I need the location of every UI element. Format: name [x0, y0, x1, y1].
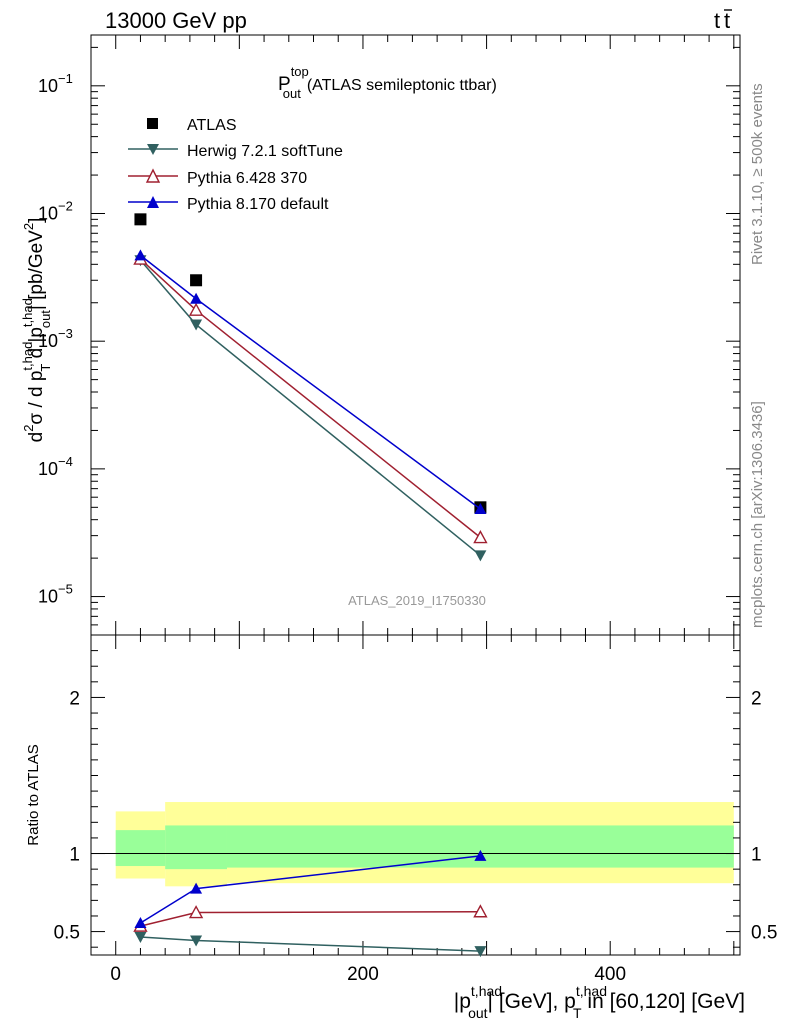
legend-marker-square: [147, 118, 158, 129]
y-tick-label-right: 0.5: [751, 923, 777, 944]
y-tick-label: 1: [69, 845, 80, 866]
data-marker-triangle-down: [474, 550, 487, 562]
y-tick-label: 10−5: [38, 582, 73, 607]
data-marker-triangle-up: [190, 882, 203, 894]
legend-label: Herwig 7.2.1 softTune: [187, 143, 343, 160]
data-marker-triangle-down: [190, 935, 203, 947]
process-tbar: t: [724, 8, 730, 33]
data-marker-triangle-up: [474, 849, 487, 861]
main-panel: 10−5 10−4 10−3 10−2 10−1 Ptop out (ATLAS semil…: [38, 34, 741, 636]
y-tick-label-right: 2: [751, 688, 762, 709]
legend-item-pythia8: Pythia 8.170 default: [128, 196, 329, 213]
legend-item-pythia6: Pythia 6.428 370: [128, 168, 307, 187]
y-tick-label: 10−2: [38, 198, 73, 223]
legend-item-atlas: ATLAS: [147, 117, 237, 134]
ratio-series-herwig-7-2-1-softtune: [134, 932, 487, 958]
series-line: [139, 254, 481, 510]
data-marker-triangle-up: [190, 292, 203, 304]
y-tick-label: 10−4: [38, 454, 73, 479]
main-minor-ticks: [91, 35, 740, 635]
x-tick-label: 400: [594, 964, 626, 985]
y-tick-label: 10−3: [38, 326, 73, 351]
main-series: [133, 213, 488, 562]
main-y-label: d2σ / d pt,had T d |pt,had out| [pb/GeV2]: [20, 218, 53, 443]
data-marker-triangle-up: [474, 503, 487, 515]
ratio-ticks: [91, 635, 740, 955]
rivet-label: Rivet 3.1.10, ≥ 500k events: [749, 83, 766, 265]
y-tick-label-right: 1: [751, 845, 762, 866]
x-tick-label: 200: [347, 964, 379, 985]
series-line: [139, 259, 481, 557]
data-marker-triangle-down: [474, 946, 487, 958]
x-axis-label: |pt,had out| [GeV], pt,had T in [60,120] […: [454, 983, 745, 1021]
ratio-series-pythia-8-170-default: [134, 849, 487, 928]
y-tick-label: 0.5: [54, 923, 80, 944]
ratio-uncertainty-bands: [115, 802, 734, 887]
band-green: [226, 825, 734, 868]
legend-label: Pythia 8.170 default: [187, 196, 329, 213]
legend-label: ATLAS: [187, 117, 237, 134]
legend-marker-triangle-up-open: [145, 168, 161, 183]
mcplots-label: mcplots.cern.ch [arXiv:1306.3436]: [749, 401, 766, 628]
analysis-label: ATLAS_2019_I1750330: [348, 593, 486, 608]
y-tick-label: 10−1: [38, 71, 73, 96]
ratio-y-tick-labels: 0.5 0.5 1 1 2 2: [54, 688, 778, 943]
plot-title: Ptop out (ATLAS semileptonic ttbar): [278, 64, 497, 101]
series-pythia-6-428-370: [133, 251, 488, 544]
series-line: [139, 258, 481, 539]
data-marker-square: [190, 274, 203, 287]
ratio-y-label: Ratio to ATLAS: [25, 744, 42, 845]
x-tick-label: 0: [110, 964, 121, 985]
data-marker-square: [134, 213, 147, 226]
y-tick-label: 2: [69, 688, 80, 709]
data-marker-triangle-up-open: [188, 905, 204, 919]
data-marker-triangle-up: [134, 249, 147, 261]
series-pythia-8-170-default: [134, 249, 487, 515]
legend-marker-triangle-down: [147, 144, 159, 155]
band-green: [115, 830, 166, 867]
data-marker-triangle-up-open: [473, 530, 488, 544]
ratio-frame: [90, 634, 741, 956]
process-t: t: [714, 8, 720, 33]
legend-item-herwig: Herwig 7.2.1 softTune: [128, 143, 343, 160]
legend: ATLAS Herwig 7.2.1 softTune Pythia 6.428…: [128, 117, 343, 213]
main-y-tick-labels: 10−5 10−4 10−3 10−2 10−1: [38, 71, 73, 607]
series-atlas: [134, 213, 487, 514]
data-marker-triangle-up-open: [188, 302, 204, 316]
ratio-series: [133, 849, 488, 958]
energy-label: 13000 GeV pp: [105, 8, 247, 33]
data-marker-triangle-down: [134, 932, 147, 944]
ratio-series-pythia-6-428-370: [133, 904, 488, 932]
band-green: [165, 825, 227, 870]
legend-label: Pythia 6.428 370: [187, 170, 307, 187]
ratio-panel: 0.5 0.5 1 1 2 2 0 200 400: [54, 634, 778, 985]
data-marker-triangle-up-open: [473, 904, 488, 918]
legend-marker-triangle-up: [147, 196, 159, 208]
process-label: t t: [714, 8, 732, 33]
data-marker-triangle-down: [190, 319, 203, 331]
series-line: [140, 936, 481, 952]
data-marker-triangle-up: [134, 917, 147, 928]
ratio-x-tick-labels: 0 200 400: [110, 964, 626, 985]
